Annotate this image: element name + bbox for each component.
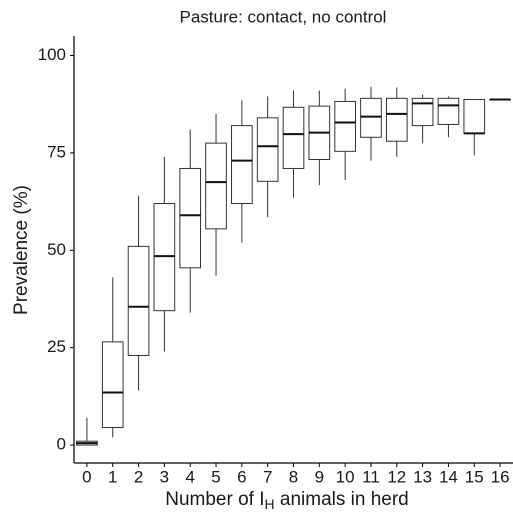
x-tick-label: 5: [211, 467, 220, 486]
x-tick-label: 13: [413, 467, 432, 486]
x-label-subscript: H: [265, 496, 275, 512]
x-label-text: Number of I: [165, 489, 264, 510]
x-tick-label: 9: [315, 467, 324, 486]
x-tick-label: 14: [439, 467, 458, 486]
x-tick-label: 16: [491, 467, 510, 486]
x-tick-label: 11: [362, 467, 380, 486]
y-tick-label: 50: [47, 240, 66, 259]
x-tick-label: 7: [263, 467, 272, 486]
x-tick-label: 4: [185, 467, 194, 486]
y-tick-label: 100: [38, 45, 66, 64]
box: [282, 106, 305, 169]
y-tick-label: 25: [47, 337, 66, 356]
x-tick-label: 2: [134, 467, 143, 486]
x-tick-label: 10: [336, 467, 355, 486]
chart-title: Pasture: contact, no control: [180, 7, 387, 26]
y-tick-label: 75: [47, 142, 66, 161]
y-axis-label: Prevalence (%): [11, 185, 32, 315]
box: [385, 97, 408, 142]
x-tick-label: 8: [289, 467, 298, 486]
box: [231, 125, 253, 205]
x-tick-label: 1: [108, 467, 117, 486]
box: [360, 97, 382, 138]
box: [411, 97, 434, 127]
x-tick-label: 3: [160, 467, 169, 486]
x-label-text: animals in herd: [275, 489, 409, 510]
x-tick-label: 12: [387, 467, 406, 486]
x-axis-label: Number of IH animals in herd: [165, 489, 409, 512]
box: [127, 245, 150, 356]
x-tick-label: 6: [237, 467, 246, 486]
box: [101, 341, 124, 429]
y-tick-label: 0: [57, 435, 66, 454]
x-tick-label: 15: [465, 467, 484, 486]
box: [179, 167, 202, 269]
box: [437, 97, 460, 125]
box: [205, 142, 227, 230]
box: [463, 99, 486, 134]
x-tick-label: 0: [82, 467, 91, 486]
box: [334, 100, 356, 152]
box: [256, 117, 279, 182]
